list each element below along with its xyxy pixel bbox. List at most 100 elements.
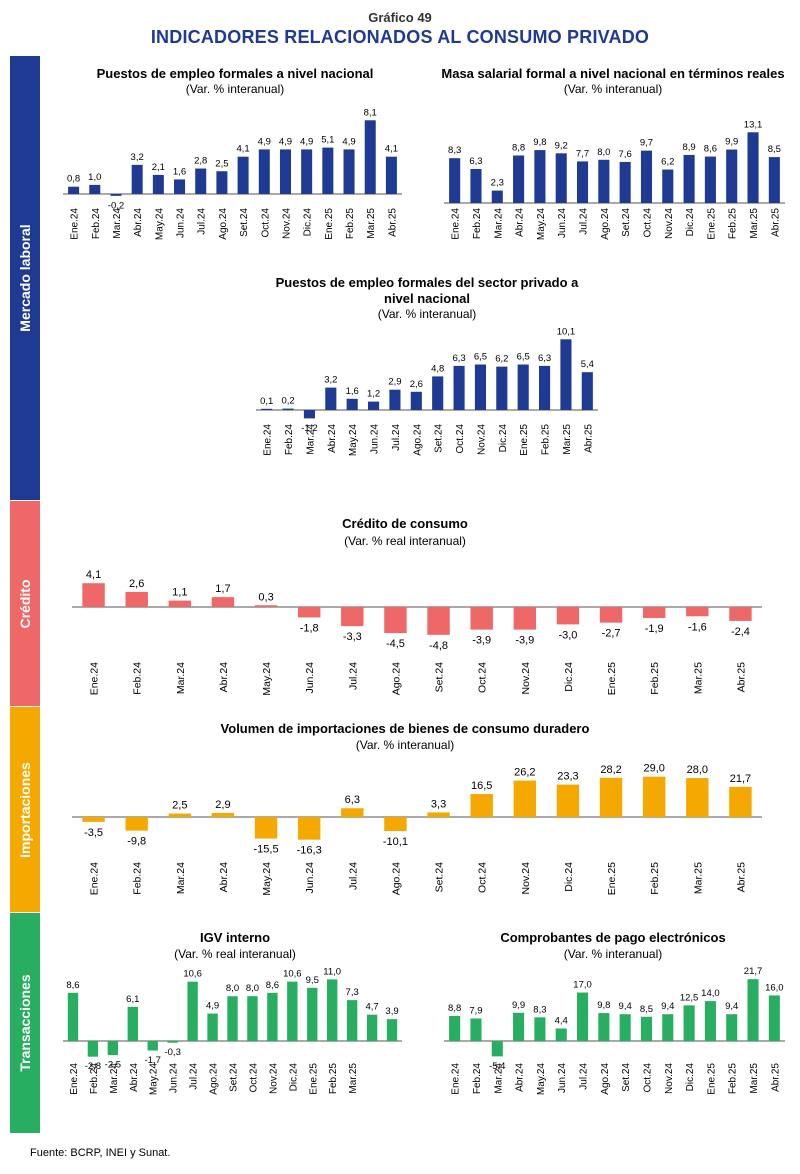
x-tick-label: Feb.25 [541, 424, 552, 456]
x-tick-label: Feb.25 [649, 862, 661, 895]
x-tick-label: Mar.24 [493, 208, 504, 239]
data-label: 8,6 [266, 980, 279, 991]
x-tick-label: Feb.24 [472, 1063, 483, 1095]
bar [174, 179, 186, 194]
bar [89, 184, 101, 194]
x-tick-label: Ene.25 [308, 1063, 319, 1095]
data-label: 6,2 [661, 157, 674, 168]
x-tick-label: Oct.24 [477, 662, 489, 693]
x-tick-label: Nov.24 [520, 662, 532, 695]
x-tick-label: May.24 [154, 208, 165, 240]
chart-1: Masa salarial formal a nivel nacional en… [441, 66, 785, 240]
data-label: 23,3 [557, 771, 578, 783]
bar [432, 376, 444, 410]
bar [470, 168, 482, 203]
x-tick-label: Mar.25 [348, 1063, 359, 1094]
bar [534, 1017, 546, 1041]
section-band-transacciones: Transacciones [10, 913, 40, 1133]
x-tick-label: Mar.25 [692, 862, 704, 894]
bar [449, 1015, 461, 1041]
x-tick-label: Nov.24 [664, 1063, 675, 1094]
x-tick-label: Ene.24 [89, 862, 101, 895]
bar [341, 808, 364, 817]
data-label: 1,1 [172, 587, 187, 599]
bar [556, 607, 580, 625]
data-label: -10,1 [383, 836, 408, 848]
x-tick-label: Set.24 [229, 1063, 240, 1092]
x-tick-label: Oct.24 [248, 1063, 259, 1093]
bar [297, 817, 321, 840]
bar [187, 981, 198, 1041]
data-label: 4,9 [300, 136, 313, 147]
x-tick-label: Set.24 [239, 208, 250, 237]
section-band-credito: Crédito [10, 501, 40, 706]
data-label: 2,1 [152, 162, 165, 173]
data-label: 10,6 [183, 969, 202, 980]
data-label: 9,4 [661, 1001, 674, 1012]
bar [599, 777, 623, 817]
x-tick-label: Ene.25 [606, 662, 618, 695]
bar [127, 1006, 138, 1041]
bar [254, 605, 278, 607]
data-label: 6,3 [469, 156, 482, 167]
bar [619, 161, 631, 203]
data-label: 6,5 [517, 352, 530, 363]
bar [491, 190, 503, 203]
bar [534, 150, 546, 203]
x-tick-label: May.24 [536, 208, 547, 240]
x-tick-label: Oct.24 [642, 208, 653, 238]
bar [704, 1001, 716, 1041]
data-label: 7,6 [619, 149, 632, 160]
data-label: 5,4 [581, 359, 594, 370]
x-tick-label: Abr.25 [770, 208, 781, 237]
bar [107, 1041, 119, 1055]
x-tick-label: Dic.24 [288, 1063, 299, 1092]
data-label: 6,1 [126, 994, 139, 1005]
chart-5: IGV interno (Var. % real interanual) 8,6 -2… [63, 930, 402, 1095]
bar [343, 149, 355, 194]
x-tick-label: Dic.24 [303, 208, 314, 237]
bar [599, 607, 623, 623]
bar [768, 157, 780, 203]
data-label: 4,9 [206, 1001, 219, 1012]
data-label: 8,5 [768, 144, 781, 155]
bar [261, 408, 273, 410]
data-label: 6,3 [538, 353, 551, 364]
x-tick-label: Oct.24 [260, 208, 271, 238]
x-tick-label: Ene.25 [706, 208, 717, 240]
bar [385, 156, 397, 194]
data-label: -3,5 [84, 827, 103, 839]
x-tick-label: Ago.24 [600, 208, 611, 240]
bar [555, 153, 567, 203]
data-label: 4,9 [342, 136, 355, 147]
data-label: 3,2 [324, 375, 337, 386]
x-tick-label: Nov.24 [664, 208, 675, 239]
chart-title: Puestos de empleo formales del sector pr… [276, 275, 579, 290]
chart-title: nivel nacional [384, 291, 470, 306]
x-tick-label: Feb.24 [132, 662, 144, 695]
bar [686, 778, 709, 817]
data-label: 9,8 [533, 137, 546, 148]
x-tick-label: Ene.24 [263, 424, 274, 456]
bar [279, 149, 291, 194]
bar [87, 1041, 99, 1057]
x-tick-label: Dic.24 [498, 424, 509, 453]
data-label: 14,0 [701, 988, 720, 999]
bar [642, 607, 666, 619]
data-label: -4,8 [429, 640, 448, 652]
data-label: -3,0 [558, 629, 577, 641]
chart-title: Crédito de consumo [342, 516, 468, 531]
x-tick-label: Ago.24 [390, 862, 402, 895]
bar [346, 398, 358, 410]
x-tick-label: Dic.24 [563, 862, 575, 892]
data-label: 9,4 [619, 1001, 632, 1012]
bar [513, 1012, 525, 1041]
x-tick-label: May.24 [261, 662, 273, 696]
data-label: 3,2 [131, 152, 144, 163]
data-label: -0,2 [108, 200, 124, 211]
bar [147, 1041, 158, 1051]
data-label: 9,9 [725, 137, 738, 148]
source-note: Fuente: BCRP, INEI y Sunat. [30, 1147, 171, 1159]
bar [237, 156, 249, 194]
data-label: 8,6 [66, 980, 79, 991]
